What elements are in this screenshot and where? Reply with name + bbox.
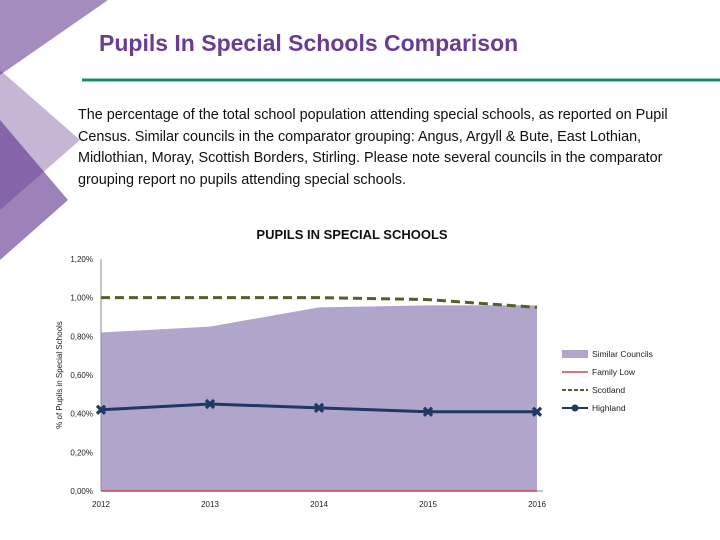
x-tick-label: 2012 xyxy=(92,500,110,509)
chart-legend: Similar Councils Family Low Scotland Highla… xyxy=(562,349,653,413)
highland-point xyxy=(313,402,325,413)
highland-point xyxy=(204,398,216,410)
y-tick-label: 0,20% xyxy=(70,448,93,457)
legend-label: Family Low xyxy=(592,367,636,377)
decor-triangle-low xyxy=(0,120,68,260)
y-tick-label: 0,40% xyxy=(70,410,93,419)
legend-marker-highland xyxy=(571,404,579,412)
x-tick-label: 2013 xyxy=(201,500,219,509)
legend-label: Scotland xyxy=(592,385,625,395)
scotland-line xyxy=(101,296,538,309)
y-tick-label: 0,60% xyxy=(70,371,93,380)
x-tick-label: 2015 xyxy=(419,500,437,509)
decor-triangle-top xyxy=(0,0,108,75)
slide-title: Pupils In Special Schools Comparison xyxy=(99,30,519,56)
highland-point xyxy=(531,406,543,417)
y-axis-label: % of Pupils in Special Schools xyxy=(55,321,64,429)
similar-councils-area xyxy=(101,305,537,491)
highland-point xyxy=(95,404,107,415)
y-tick-label: 1,20% xyxy=(70,255,93,264)
y-tick-label: 1,00% xyxy=(70,294,93,303)
legend-swatch-similar-councils xyxy=(562,350,588,358)
y-tick-label: 0,00% xyxy=(70,487,93,496)
x-tick-label: 2014 xyxy=(310,500,328,509)
highland-point xyxy=(422,406,434,417)
x-tick-label: 2016 xyxy=(528,500,546,509)
y-tick-label: 0,80% xyxy=(70,332,93,341)
plot-area: 0,00% 0,20% 0,40% 0,60% 0,80% 1,00% 1,20% 2012 2… xyxy=(70,255,546,509)
legend-label: Highland xyxy=(592,403,626,413)
legend-label: Similar Councils xyxy=(592,349,653,359)
chart-title: PUPILS IN SPECIAL SCHOOLS xyxy=(256,227,448,242)
slide-description: The percentage of the total school popul… xyxy=(78,107,668,188)
